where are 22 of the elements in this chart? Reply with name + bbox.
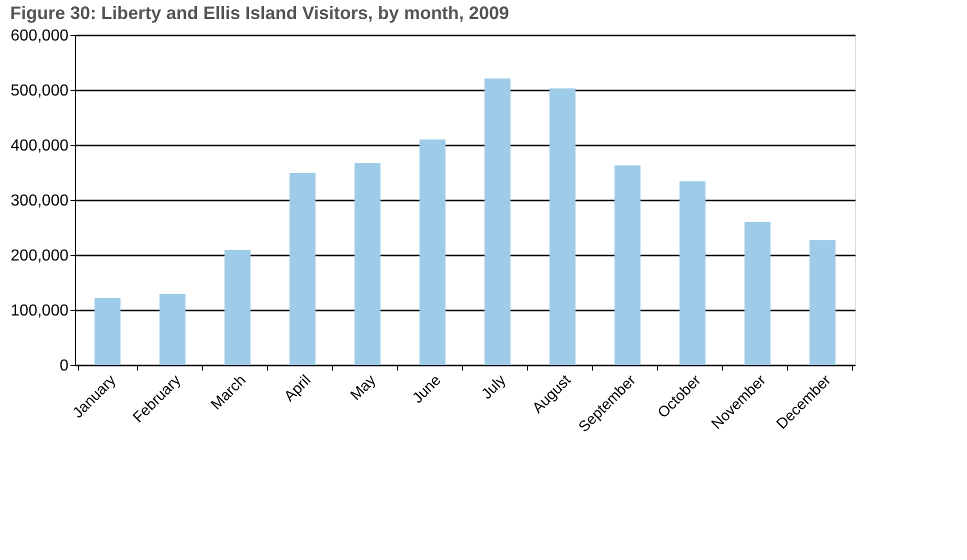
bar [614, 165, 640, 365]
bar [94, 298, 120, 365]
y-tick-label: 400,000 [10, 138, 69, 154]
y-tick-label: 500,000 [10, 82, 69, 100]
bar [810, 240, 836, 365]
bar [420, 140, 446, 365]
bar [290, 173, 316, 365]
bar [354, 163, 380, 365]
bar [224, 250, 250, 365]
x-tick-label: May [347, 371, 380, 404]
bar [550, 88, 576, 365]
chart-title: Figure 30: Liberty and Ellis Island Visitors, by month, 2009 [10, 3, 509, 23]
bar [484, 78, 510, 365]
y-tick-label: 0 [60, 358, 69, 374]
bar [160, 294, 186, 365]
bar [744, 222, 770, 365]
x-tick-label: July [478, 371, 510, 403]
y-tick-label: 600,000 [10, 28, 69, 44]
bar [680, 181, 706, 365]
y-tick-label: 100,000 [10, 302, 69, 320]
y-tick-label: 200,000 [10, 248, 69, 264]
y-tick-label: 300,000 [10, 192, 69, 210]
